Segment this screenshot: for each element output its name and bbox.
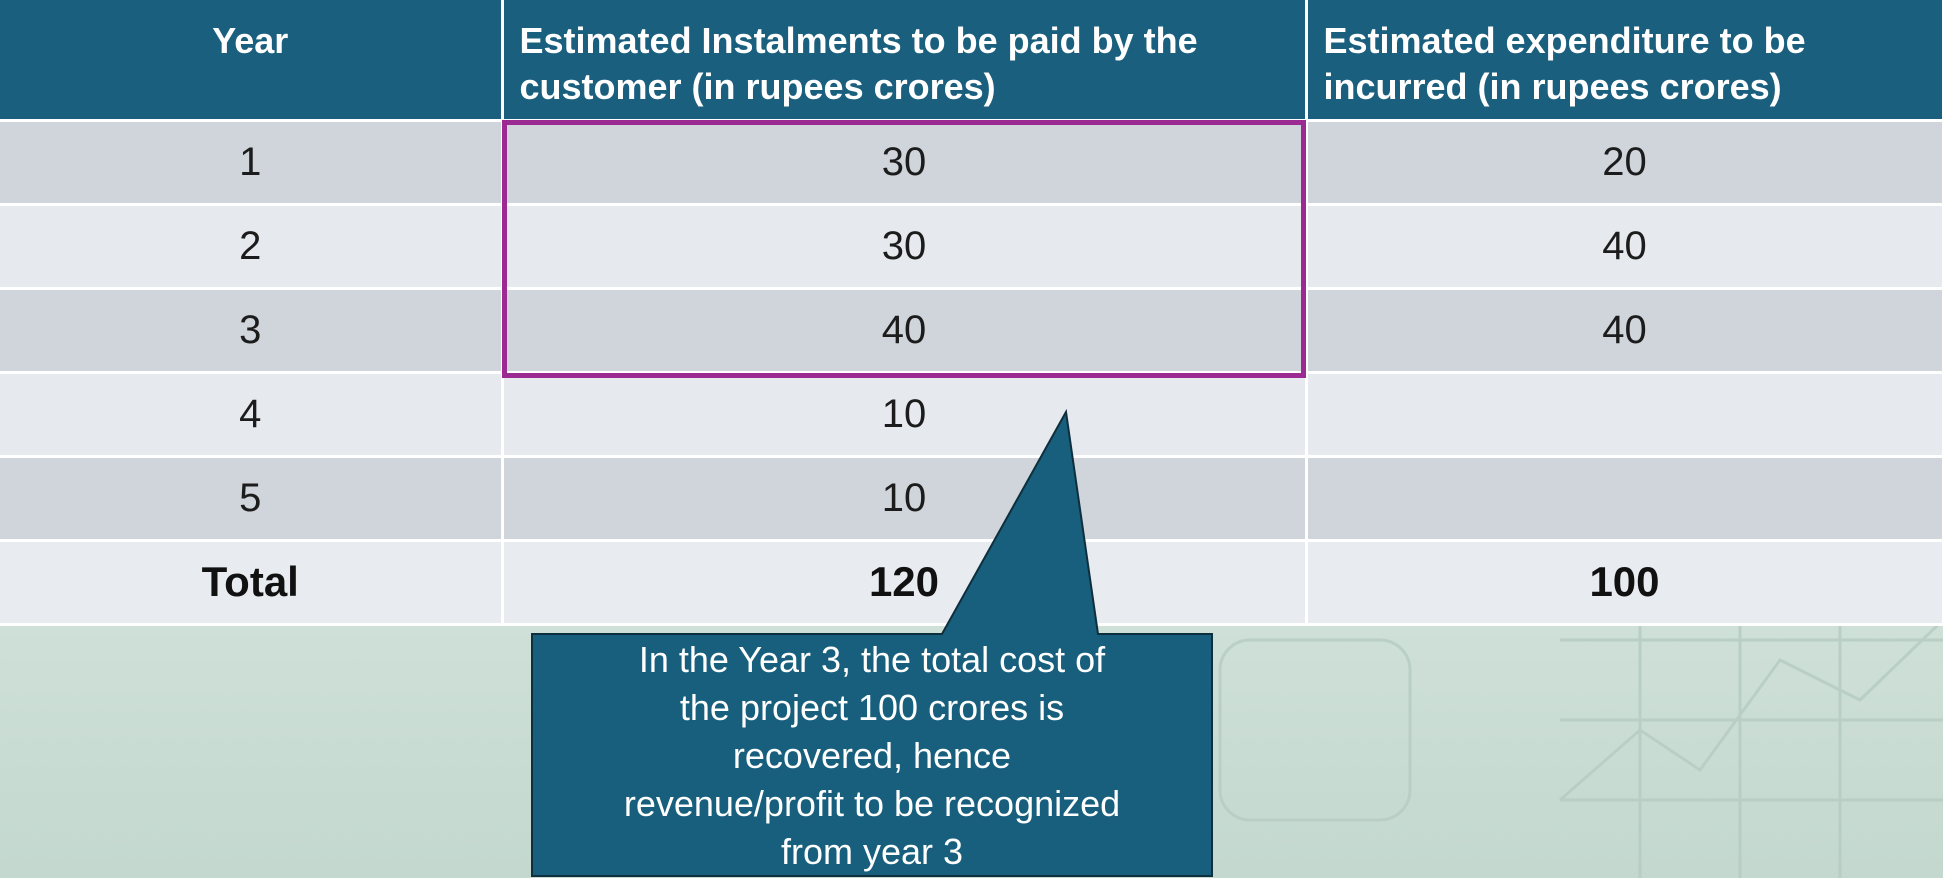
header-year: Year (0, 0, 504, 122)
cell-total-label: Total (0, 540, 504, 626)
cell-instalment: 30 (502, 204, 1308, 290)
table-row: 2 30 40 (0, 204, 1943, 290)
callout-line: recovered, hence (732, 735, 1012, 776)
cell-total-instalment: 120 (502, 540, 1308, 626)
cell-instalment: 10 (502, 372, 1308, 458)
header-expenditure: Estimated expenditure to be incurred (in… (1306, 0, 1943, 122)
cell-instalment: 10 (502, 456, 1308, 542)
callout-note: In the Year 3, the total cost of the pro… (532, 632, 1212, 876)
table-row: 4 10 (0, 372, 1943, 458)
cell-instalment: 30 (502, 120, 1308, 206)
cell-expenditure (1306, 372, 1943, 458)
cell-expenditure: 40 (1306, 288, 1943, 374)
cell-expenditure: 20 (1306, 120, 1943, 206)
cell-year: 2 (0, 204, 504, 290)
callout-line: revenue/profit to be recognized (623, 783, 1121, 824)
table-total-row: Total 120 100 (0, 540, 1943, 626)
cell-total-expenditure: 100 (1306, 540, 1943, 626)
header-instalments: Estimated Instalments to be paid by the … (502, 0, 1308, 122)
instalment-expenditure-table: Year Estimated Instalments to be paid by… (0, 0, 1943, 626)
cell-year: 4 (0, 372, 504, 458)
cell-expenditure (1306, 456, 1943, 542)
cell-instalment: 40 (502, 288, 1308, 374)
table-row: 1 30 20 (0, 120, 1943, 206)
cell-year: 1 (0, 120, 504, 206)
cell-year: 3 (0, 288, 504, 374)
callout-line: the project 100 crores is (679, 687, 1065, 728)
table-header-row: Year Estimated Instalments to be paid by… (0, 0, 1943, 122)
table-row: 3 40 40 (0, 288, 1943, 374)
cell-year: 5 (0, 456, 504, 542)
table-row: 5 10 (0, 456, 1943, 542)
callout-line: In the Year 3, the total cost of (638, 639, 1106, 680)
callout-line: from year 3 (780, 831, 964, 872)
cell-expenditure: 40 (1306, 204, 1943, 290)
